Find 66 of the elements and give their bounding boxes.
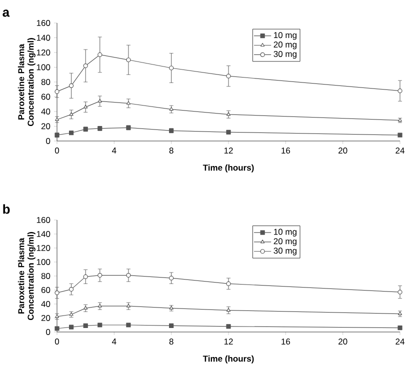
x-axis-title: Time (hours) (202, 164, 254, 172)
point (398, 88, 402, 94)
y-tick-label: 40 (41, 300, 50, 308)
x-tick-label: 24 (396, 148, 404, 154)
y-tick-label: 120 (36, 244, 50, 252)
point (68, 83, 74, 88)
point (68, 287, 74, 292)
x-tick-label: 24 (396, 338, 404, 344)
y-tick-label: 160 (36, 20, 50, 26)
y-tick-label: 20 (41, 314, 50, 322)
point (126, 58, 131, 62)
y-tick-label: 40 (41, 108, 50, 115)
x-tick-label: 8 (169, 148, 174, 154)
chart-title: a (2, 10, 10, 17)
point (169, 276, 174, 280)
y-axis-title: Paroxetine Plasma Concentration (ng/ml) (18, 38, 36, 126)
point (169, 66, 174, 70)
y-tick-label: 0 (46, 328, 50, 336)
legend-label: 20 mg (274, 238, 296, 246)
x-tick-label: 12 (224, 338, 233, 344)
y-tick-label: 140 (36, 230, 50, 238)
point (83, 274, 88, 279)
legend-label: 20 mg (274, 42, 296, 50)
x-tick-label: 0 (54, 338, 60, 345)
point (69, 112, 74, 116)
legend-label: 30 mg (274, 248, 296, 256)
point (83, 63, 88, 68)
y-tick-label: 80 (41, 272, 50, 280)
x-axis-title: Time (hours) (202, 355, 254, 364)
y-tick-label: 100 (36, 258, 50, 266)
x-tick-label: 12 (224, 148, 233, 154)
y-tick-label: 140 (36, 34, 50, 41)
y-tick-label: 80 (41, 78, 50, 86)
y-axis-title: Paroxetine Plasma Concentration (ng/ml) (18, 232, 36, 320)
y-tick-label: 60 (41, 94, 50, 100)
legend-label: 10 mg (274, 228, 296, 236)
legend-label: 10 mg (274, 32, 296, 40)
point (84, 104, 88, 108)
y-tick-label: 160 (36, 216, 50, 224)
x-tick-label: 8 (169, 338, 174, 345)
x-tick-label: 4 (112, 338, 116, 344)
chart-title: b (3, 204, 10, 214)
y-tick-label: 0 (46, 138, 50, 144)
point (98, 273, 102, 278)
point (226, 281, 231, 286)
y-tick-label: 100 (36, 64, 50, 70)
y-tick-label: 60 (41, 286, 50, 294)
point (226, 74, 231, 78)
point (126, 273, 131, 278)
y-tick-label: 20 (41, 123, 50, 130)
point (98, 52, 102, 58)
point (98, 98, 102, 102)
x-tick-label: 16 (282, 148, 290, 154)
point (68, 130, 74, 136)
y-tick-label: 120 (36, 49, 50, 56)
x-tick-label: 20 (338, 148, 348, 154)
x-tick-label: 16 (282, 338, 290, 345)
point (54, 290, 60, 296)
point (68, 324, 74, 330)
point (398, 290, 402, 294)
x-tick-label: 20 (338, 338, 348, 345)
x-tick-label: 0 (54, 148, 60, 154)
legend-label: 30 mg (274, 50, 296, 59)
point (54, 89, 60, 94)
point (126, 101, 130, 105)
x-tick-label: 4 (112, 148, 116, 154)
